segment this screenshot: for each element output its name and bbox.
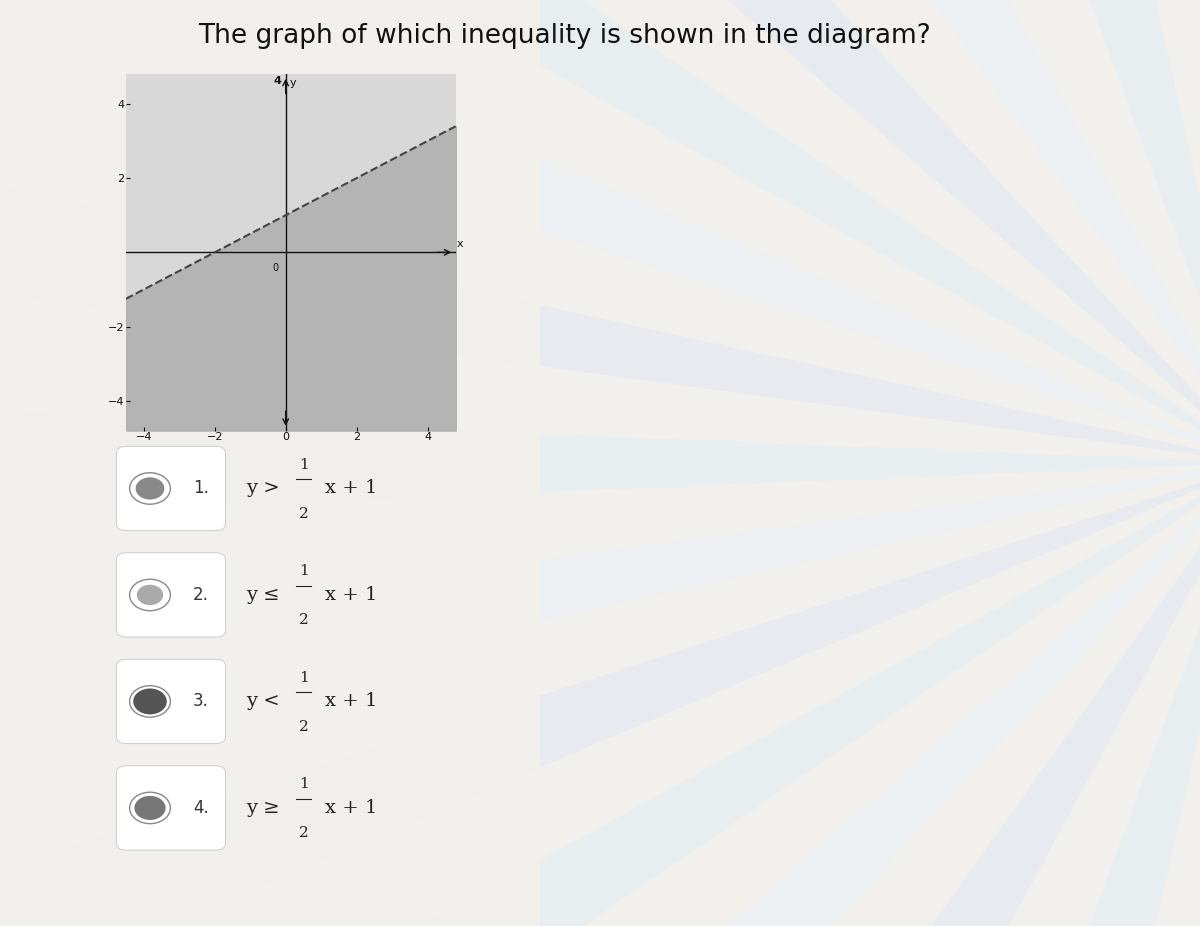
Wedge shape [0, 463, 1200, 926]
Text: 2: 2 [299, 613, 308, 628]
Text: x + 1: x + 1 [325, 693, 378, 710]
Wedge shape [768, 0, 1200, 463]
Text: 1: 1 [299, 670, 308, 685]
Text: 1: 1 [299, 457, 308, 472]
Wedge shape [768, 463, 1200, 926]
Text: 1.: 1. [193, 480, 209, 497]
Wedge shape [0, 390, 1200, 536]
Text: y ≥: y ≥ [246, 799, 280, 817]
Text: 1: 1 [299, 564, 308, 578]
Wedge shape [66, 0, 1200, 463]
Wedge shape [0, 0, 1200, 463]
Wedge shape [1165, 463, 1200, 926]
Wedge shape [0, 463, 1200, 926]
Text: x + 1: x + 1 [325, 480, 378, 497]
Text: y ≤: y ≤ [246, 586, 280, 604]
Text: 2: 2 [299, 507, 308, 521]
Text: y <: y < [246, 693, 280, 710]
Wedge shape [0, 0, 1200, 463]
Text: 2: 2 [299, 720, 308, 734]
Text: 3.: 3. [193, 693, 209, 710]
Bar [0, 0, 540, 926]
Text: 4: 4 [274, 76, 282, 86]
Wedge shape [0, 463, 1200, 843]
Wedge shape [395, 0, 1200, 463]
Text: 2: 2 [299, 827, 308, 841]
Text: y >: y > [246, 480, 280, 497]
Wedge shape [66, 463, 1200, 926]
Text: 2.: 2. [193, 586, 209, 604]
Text: y: y [290, 78, 296, 88]
Text: x: x [457, 239, 463, 248]
Text: x + 1: x + 1 [325, 799, 378, 817]
Wedge shape [1165, 0, 1200, 463]
Wedge shape [395, 463, 1200, 926]
Text: The graph of which inequality is shown in the diagram?: The graph of which inequality is shown i… [198, 23, 930, 49]
Wedge shape [0, 83, 1200, 463]
Text: 0: 0 [272, 264, 278, 273]
Text: 4.: 4. [193, 799, 209, 817]
Text: x + 1: x + 1 [325, 586, 378, 604]
Text: 1: 1 [299, 777, 308, 791]
